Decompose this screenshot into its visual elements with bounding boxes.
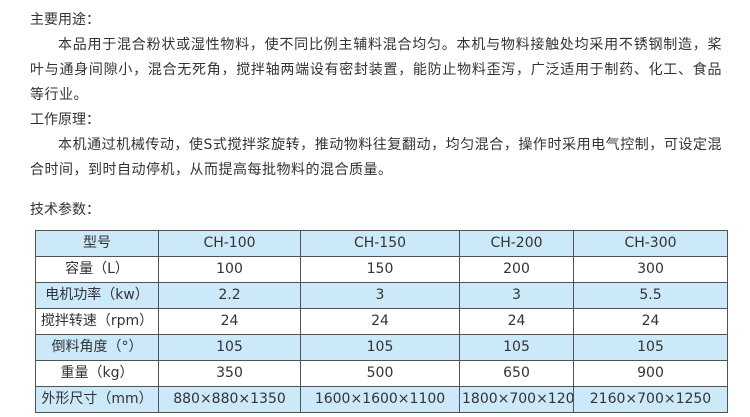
col-header-ch-150: CH-150	[300, 230, 460, 257]
table-cell: 105	[573, 334, 728, 361]
section-heading-working-principle: 工作原理：	[30, 112, 100, 128]
row-label: 搅拌转速（rpm）	[35, 308, 159, 335]
table-cell: 5.5	[573, 282, 728, 309]
col-header-ch-300: CH-300	[573, 230, 728, 257]
table-cell: 2.2	[158, 282, 301, 309]
table-cell: 24	[573, 308, 728, 335]
tech-params-table: 型号 CH-100 CH-150 CH-200 CH-300 容量（L） 100…	[35, 230, 728, 413]
table-row-motor-power: 电机功率（kw） 2.2 3 3 5.5	[35, 282, 728, 309]
table-cell: 105	[459, 334, 574, 361]
table-cell: 200	[459, 256, 574, 283]
table-cell: 150	[300, 256, 460, 283]
table-cell: 900	[573, 360, 728, 387]
table-cell: 24	[300, 308, 460, 335]
table-cell: 100	[158, 256, 301, 283]
table-cell: 105	[158, 334, 301, 361]
section-heading-main-use: 主要用途：	[30, 12, 100, 28]
table-row-dimensions: 外形尺寸（mm） 880×880×1350 1600×1600×1100 180…	[35, 386, 728, 413]
table-cell: 650	[459, 360, 574, 387]
table-cell: 24	[459, 308, 574, 335]
row-label: 容量（L）	[35, 256, 159, 283]
table-cell: 1800×700×1200	[459, 386, 574, 413]
table-cell: 350	[158, 360, 301, 387]
table-cell: 500	[300, 360, 460, 387]
col-header-model: 型号	[35, 230, 159, 257]
table-header-row: 型号 CH-100 CH-150 CH-200 CH-300	[35, 230, 728, 257]
col-header-ch-200: CH-200	[459, 230, 574, 257]
table-row-capacity: 容量（L） 100 150 200 300	[35, 256, 728, 283]
table-cell: 880×880×1350	[158, 386, 301, 413]
table-row-mixing-speed: 搅拌转速（rpm） 24 24 24 24	[35, 308, 728, 335]
row-label: 外形尺寸（mm）	[35, 386, 159, 413]
table-cell: 3	[300, 282, 460, 309]
table-row-dump-angle: 倒料角度（°） 105 105 105 105	[35, 334, 728, 361]
table-cell: 24	[158, 308, 301, 335]
section-heading-tech-params: 技术参数：	[30, 202, 100, 218]
section-body-main-use: 本品用于混合粉状或湿性物料，使不同比例主辅料混合均匀。本机与物料接触处均采用不锈…	[30, 37, 722, 103]
section-body-working-principle: 本机通过机械传动，使S式搅拌浆旋转，推动物料往复翻动，均匀混合，操作时采用电气控…	[30, 137, 722, 178]
table-cell: 105	[300, 334, 460, 361]
col-header-ch-100: CH-100	[158, 230, 301, 257]
table-cell: 1600×1600×1100	[300, 386, 460, 413]
table-row-weight: 重量（kg） 350 500 650 900	[35, 360, 728, 387]
table-cell: 2160×700×1250	[573, 386, 728, 413]
table-cell: 3	[459, 282, 574, 309]
row-label: 重量（kg）	[35, 360, 159, 387]
row-label: 倒料角度（°）	[35, 334, 159, 361]
table-cell: 300	[573, 256, 728, 283]
row-label: 电机功率（kw）	[35, 282, 159, 309]
